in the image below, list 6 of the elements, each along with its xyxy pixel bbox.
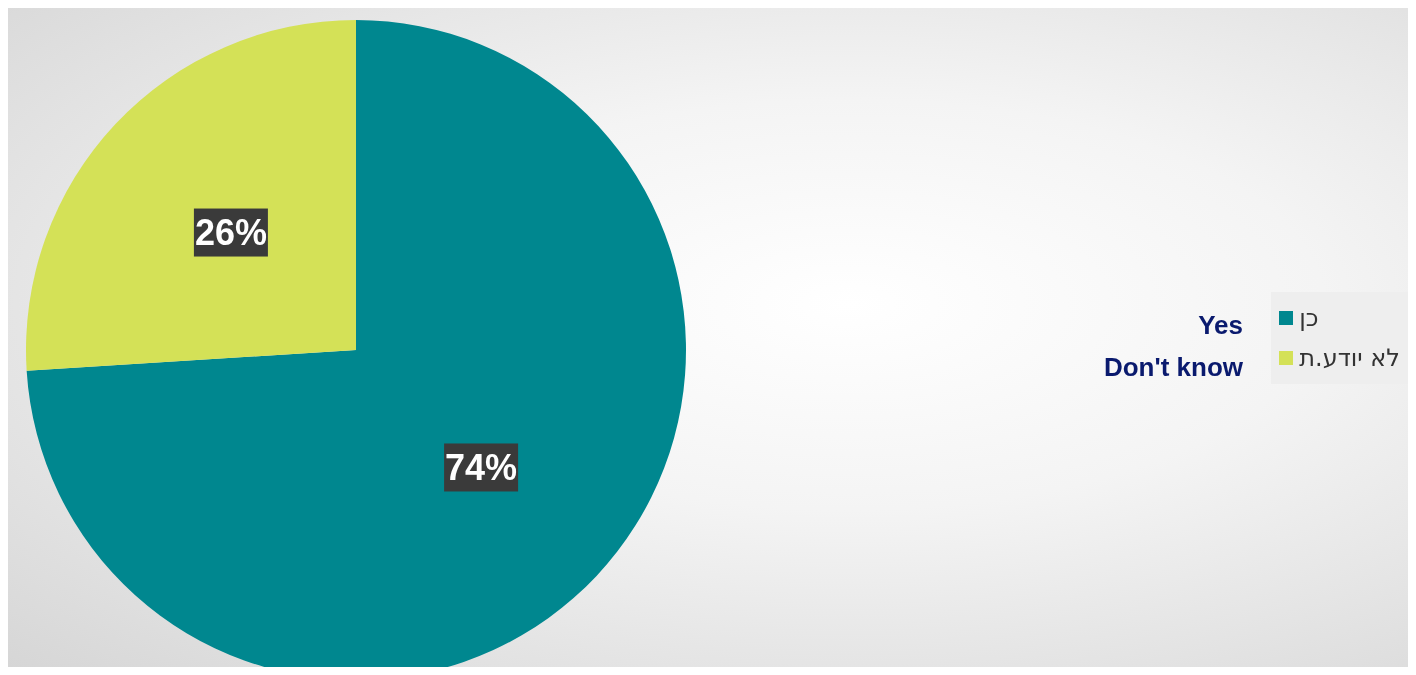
- legend-label: לא יודע.ת: [1299, 343, 1400, 372]
- legend-label: כן: [1299, 303, 1319, 332]
- text: Don't know: [1103, 352, 1243, 383]
- text: Yes: [1198, 310, 1243, 341]
- data-label: 74%: [445, 446, 518, 488]
- data-label: 26%: [194, 212, 267, 254]
